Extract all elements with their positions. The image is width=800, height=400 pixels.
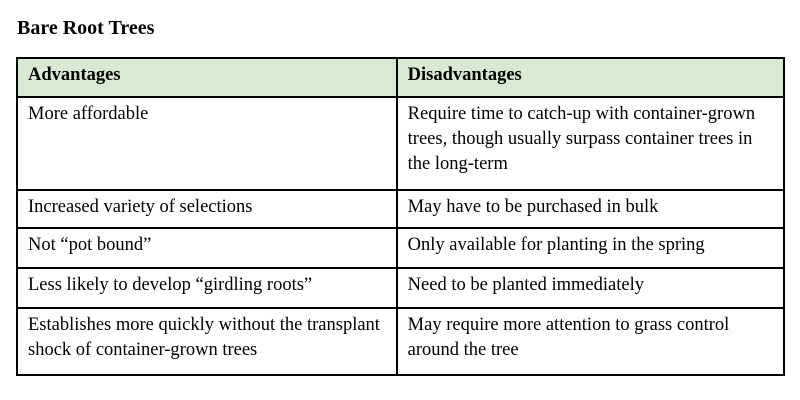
- cell-advantage: Establishes more quickly without the tra…: [16, 307, 398, 376]
- comparison-table: Advantages Disadvantages More affordable…: [16, 57, 786, 376]
- table-row: Not “pot bound” Only available for plant…: [16, 227, 786, 269]
- table-row: Establishes more quickly without the tra…: [16, 307, 786, 376]
- table-row: Less likely to develop “girdling roots” …: [16, 267, 786, 309]
- cell-advantage: Less likely to develop “girdling roots”: [16, 267, 398, 309]
- cell-disadvantage: May have to be purchased in bulk: [395, 189, 786, 229]
- column-header-advantages: Advantages: [16, 57, 398, 98]
- cell-advantage: Not “pot bound”: [16, 227, 398, 269]
- cell-advantage: More affordable: [16, 96, 398, 191]
- cell-disadvantage: Need to be planted immediately: [395, 267, 786, 309]
- table-row: Increased variety of selections May have…: [16, 189, 786, 229]
- page-title: Bare Root Trees: [17, 17, 155, 39]
- cell-disadvantage: Require time to catch-up with container-…: [395, 96, 786, 191]
- cell-advantage: Increased variety of selections: [16, 189, 398, 229]
- column-header-disadvantages: Disadvantages: [395, 57, 786, 98]
- table-row: More affordable Require time to catch-up…: [16, 96, 786, 191]
- cell-disadvantage: Only available for planting in the sprin…: [395, 227, 786, 269]
- table-header-row: Advantages Disadvantages: [16, 57, 786, 98]
- cell-disadvantage: May require more attention to grass cont…: [395, 307, 786, 376]
